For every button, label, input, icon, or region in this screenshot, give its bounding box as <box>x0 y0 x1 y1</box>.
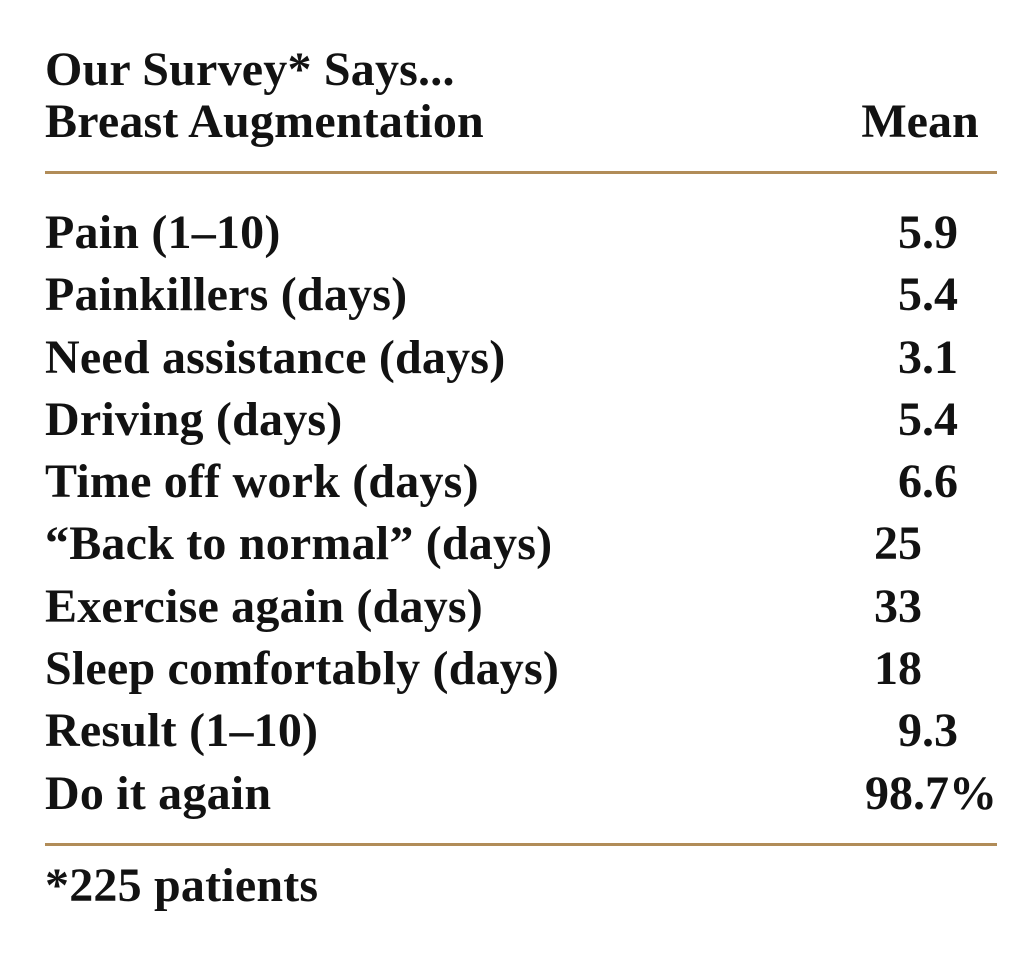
table-body: Pain (1–10) 5.9 Painkillers (days) 5.4 N… <box>45 202 997 825</box>
table-row: Time off work (days) 6.6 <box>45 451 997 513</box>
row-value: 18 <box>807 638 997 700</box>
row-value-fraction-part: .9 <box>922 206 958 259</box>
row-value-integer-part: 6 <box>898 455 922 509</box>
row-label: Do it again <box>45 766 272 820</box>
table-row: Driving (days) 5.4 <box>45 389 997 451</box>
table-row: Need assistance (days) 3.1 <box>45 327 997 389</box>
row-value-integer-part: 5 <box>898 268 922 322</box>
table-row: Pain (1–10) 5.9 <box>45 202 997 264</box>
row-label: Time off work (days) <box>45 455 479 509</box>
row-value: 5.9 <box>807 202 997 264</box>
row-label: Result (1–10) <box>45 704 319 758</box>
table-header-row: Breast Augmentation Mean <box>45 96 997 148</box>
table-row: Do it again 98.7% <box>45 763 997 825</box>
row-label: “Back to normal” (days) <box>45 517 553 571</box>
row-value: 33 <box>807 576 997 638</box>
row-label: Driving (days) <box>45 392 343 446</box>
row-value-fraction-part: .4 <box>922 268 958 322</box>
table-header-mean-label: Mean <box>861 95 979 148</box>
row-value-fraction-part <box>922 576 997 638</box>
row-value-integer-part: 98 <box>865 766 913 820</box>
row-value-integer-part: 5 <box>898 206 922 259</box>
row-label: Exercise again (days) <box>45 579 483 633</box>
row-value: 5.4 <box>807 264 997 326</box>
table-row: Painkillers (days) 5.4 <box>45 264 997 326</box>
page-title: Our Survey* Says... <box>45 43 455 96</box>
row-value-integer-part: 5 <box>898 392 922 446</box>
row-value-fraction-part: .4 <box>922 392 958 446</box>
table-row: Result (1–10) 9.3 <box>45 700 997 762</box>
row-value: 98.7% <box>807 763 997 825</box>
row-value-fraction-part: .6 <box>922 455 958 509</box>
row-value-integer-part: 3 <box>898 330 922 384</box>
row-value-fraction-part <box>922 513 997 575</box>
row-label: Pain (1–10) <box>45 206 281 259</box>
row-value-fraction-part: .7% <box>913 766 997 820</box>
table-row: Sleep comfortably (days) 18 <box>45 638 997 700</box>
row-label: Need assistance (days) <box>45 330 506 384</box>
top-divider <box>45 171 997 174</box>
row-value-integer-part: 33 <box>874 579 922 633</box>
row-value-integer-part: 9 <box>898 704 922 758</box>
table-row: “Back to normal” (days) 25 <box>45 513 997 575</box>
row-value: 25 <box>807 513 997 575</box>
row-value-integer-part: 18 <box>874 642 922 696</box>
row-value: 5.4 <box>807 389 997 451</box>
row-value-fraction-part <box>922 638 997 700</box>
row-value-fraction-part: .3 <box>922 704 958 758</box>
row-value: 6.6 <box>807 451 997 513</box>
row-value: 3.1 <box>807 327 997 389</box>
bottom-divider <box>45 842 997 846</box>
footnote: *225 patients <box>45 858 319 912</box>
table-header-procedure-label: Breast Augmentation <box>45 95 484 148</box>
row-value-integer-part: 25 <box>874 517 922 571</box>
row-label: Sleep comfortably (days) <box>45 642 560 696</box>
row-value: 9.3 <box>807 700 997 762</box>
table-row: Exercise again (days) 33 <box>45 576 997 638</box>
row-label: Painkillers (days) <box>45 268 408 322</box>
row-value-fraction-part: .1 <box>922 330 958 384</box>
